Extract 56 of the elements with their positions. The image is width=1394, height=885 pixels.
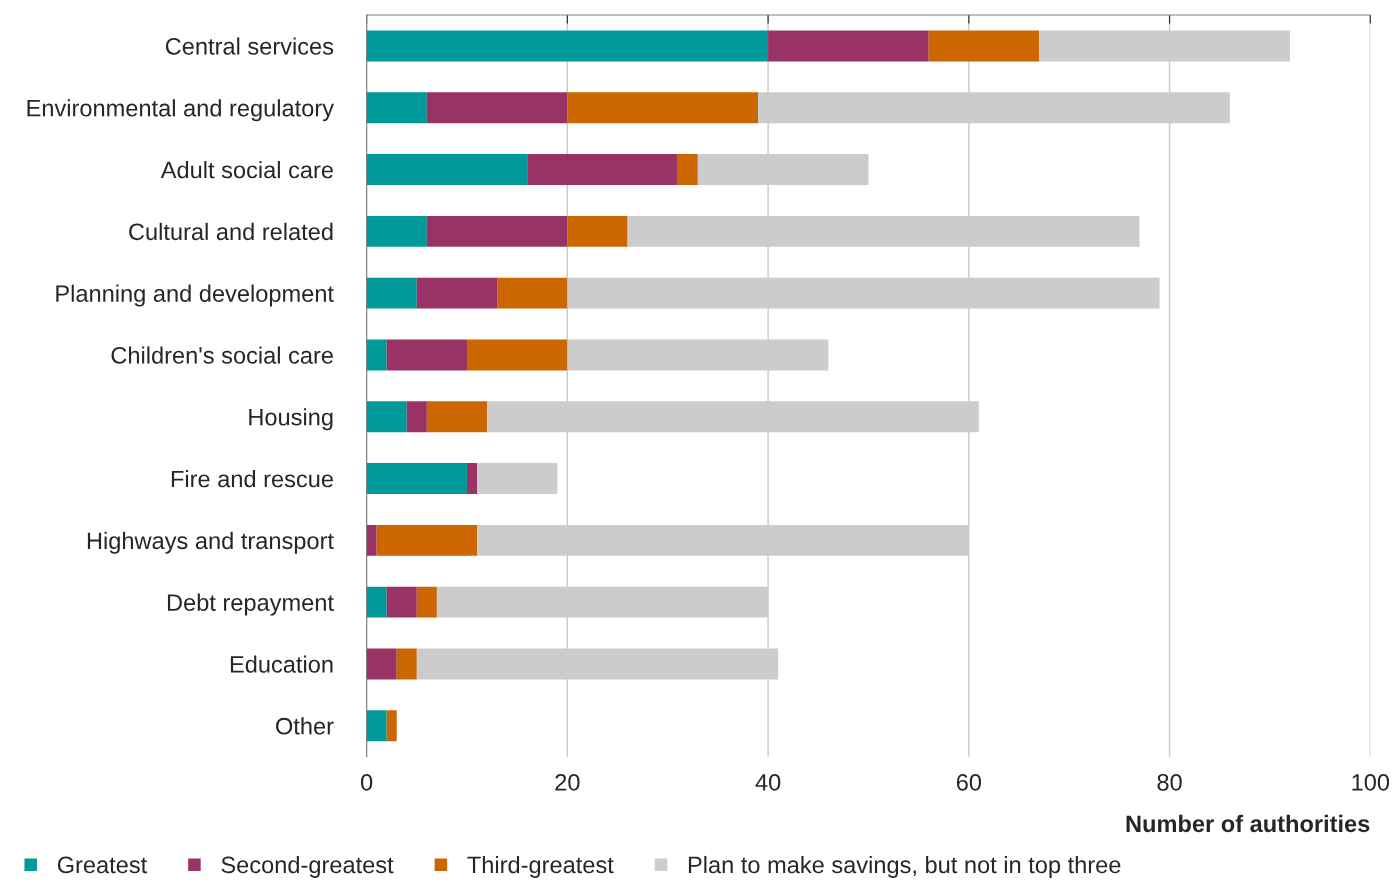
- x-tick-label: 80: [1157, 773, 1182, 791]
- bar: [466, 463, 478, 495]
- bar: [396, 648, 417, 680]
- legend-label: Third-greatest: [467, 855, 614, 878]
- bar: [366, 339, 387, 371]
- bar: [426, 215, 568, 247]
- bar: [416, 586, 437, 618]
- legend-label: Plan to make savings, but not in top three: [688, 855, 1121, 878]
- legend-label: Second-greatest: [221, 855, 394, 878]
- bar: [567, 92, 759, 124]
- y-tick-label: Environmental and regulatory: [27, 99, 334, 122]
- bar: [386, 339, 467, 371]
- y-tick-label: Fire and rescue: [171, 470, 333, 488]
- y-tick-label: Other: [276, 717, 334, 735]
- bar: [366, 401, 407, 433]
- bar: [366, 30, 769, 62]
- legend-label: Greatest: [57, 856, 148, 874]
- bar: [386, 710, 397, 742]
- x-tick-label: 100: [1352, 773, 1390, 791]
- y-tick-label: Cultural and related: [129, 222, 333, 241]
- y-tick-label: Highways and transport: [87, 531, 334, 554]
- bar: [527, 154, 678, 185]
- bar: [366, 154, 528, 185]
- x-tick-label: 20: [555, 773, 580, 791]
- bar: [366, 710, 387, 742]
- bar: [366, 277, 417, 309]
- bar: [366, 524, 377, 556]
- y-tick-label: Adult social care: [160, 161, 333, 179]
- bar: [466, 339, 568, 371]
- bar: [426, 401, 488, 433]
- bar: [406, 401, 427, 433]
- bar: [477, 463, 558, 495]
- x-tick-label: 60: [956, 773, 982, 791]
- y-tick-label: Housing: [249, 408, 333, 431]
- bar: [497, 277, 568, 309]
- x-tick-label: 0: [360, 773, 373, 791]
- y-tick-label: Education: [230, 655, 333, 673]
- bar: [426, 92, 568, 124]
- bar: [768, 30, 929, 62]
- bar: [416, 277, 498, 309]
- bar: [386, 586, 417, 618]
- y-tick-label: Children's social care: [111, 346, 333, 364]
- bar: [376, 524, 478, 556]
- bar: [677, 154, 698, 185]
- x-tick-label: 40: [755, 773, 781, 791]
- bar: [366, 648, 397, 680]
- x-axis-title: Number of authorities: [1126, 814, 1370, 833]
- bar: [366, 215, 427, 247]
- bar: [567, 215, 628, 247]
- y-tick-label: Central services: [165, 37, 334, 55]
- bar: [366, 92, 427, 124]
- y-tick-label: Debt repayment: [167, 593, 334, 616]
- bar: [366, 463, 467, 495]
- y-tick-label: Planning and development: [56, 284, 334, 307]
- bar: [366, 586, 387, 618]
- bar: [928, 30, 1040, 62]
